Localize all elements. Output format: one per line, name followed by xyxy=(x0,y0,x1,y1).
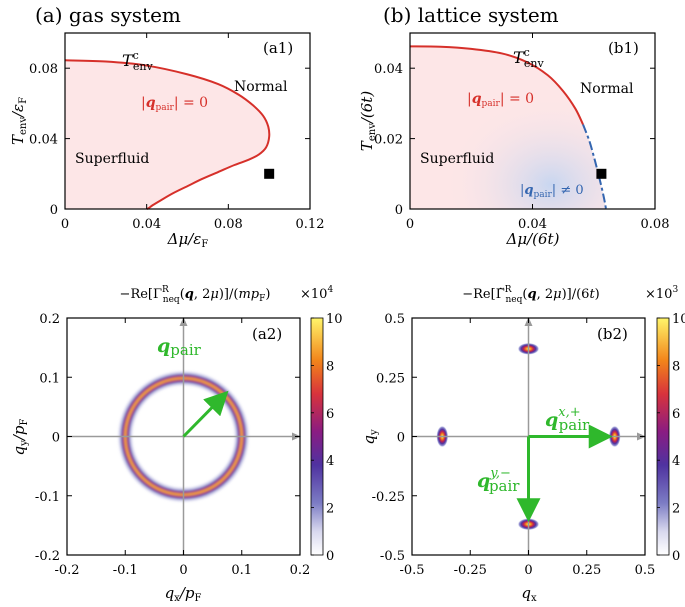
colorbar-tick-label-b2: 8 xyxy=(672,359,680,374)
ytick-label-a1: 0.04 xyxy=(29,133,58,148)
ytick-label-b1: 0.04 xyxy=(374,62,403,77)
colorbar-a2 xyxy=(310,317,324,556)
panel-label-b2: (b2) xyxy=(597,325,628,343)
xtick-label-a2: -0.1 xyxy=(113,563,138,578)
axes-frame-a1 xyxy=(64,32,311,210)
ytick-label-b2: 0.25 xyxy=(376,371,405,386)
colorbar-tick-label-b2: 4 xyxy=(672,454,680,469)
title-a2: −Re[ΓR neq(q, 2μ)]/(mpF) xyxy=(120,285,271,305)
qpair-arrow-label-a2: qqpairpair xyxy=(157,335,202,359)
ytick-label-a2: 0.1 xyxy=(39,371,60,386)
xtick-label-b2: -0.25 xyxy=(454,563,487,578)
xlabel-a1: Δμ/εF xyxy=(167,230,209,250)
colorbar-tick-label-a2: 6 xyxy=(326,407,334,422)
xtick-label-a1: 0.04 xyxy=(132,217,161,232)
title-lattice-system: (b) lattice system xyxy=(383,3,559,27)
ytick-label-a1: 0 xyxy=(50,203,58,218)
chart-b1: 0 0.04 0.08 0 0.02 0.04 (b1) Tc env Normal Sup… xyxy=(358,32,670,248)
colorbar-tick-label-b2: 2 xyxy=(672,502,680,517)
qpair-zero-label-a1: |qpair| = 0 xyxy=(141,95,208,113)
ytick-label-a2: 0 xyxy=(52,431,60,446)
panel-label-a2: (a2) xyxy=(252,325,282,343)
ytick-label-a2: -0.2 xyxy=(35,549,60,564)
qpair-zero-label-b1: |qpair| = 0 xyxy=(467,91,534,109)
ytick-label-b1: 0.02 xyxy=(374,133,403,148)
colorbar-multiplier-a2: ×104 xyxy=(300,285,333,302)
colorbar-tick-label-a2: 4 xyxy=(326,454,334,469)
qpair-arrow-a2 xyxy=(182,390,229,438)
ytick-label-a2: -0.1 xyxy=(35,490,60,505)
xtick-label-b2: -0.5 xyxy=(399,563,424,578)
xtick-label-b2: 0.5 xyxy=(635,563,656,578)
qpair-y-label-b2: qy,− pair xyxy=(477,466,520,495)
title-gas-system: (a) gas system xyxy=(35,3,181,27)
colorbar-tick-label-b2: 10 xyxy=(672,312,685,327)
ytick-label-b2: -0.25 xyxy=(372,490,405,505)
finite-q-region-b1 xyxy=(410,46,606,209)
xtick-label-a1: 0.12 xyxy=(296,217,325,232)
qpair-x-label-b2: qx,+ pair xyxy=(545,405,590,434)
xtick-label-a1: 0 xyxy=(61,217,69,232)
ytick-label-b1: 0 xyxy=(395,203,403,218)
xtick-label-b1: 0 xyxy=(406,217,414,232)
colorbar-tick-label-b2: 6 xyxy=(672,407,680,422)
xlabel-b2: qx xyxy=(521,584,537,604)
ytick-label-a1: 0.08 xyxy=(29,62,58,77)
normal-label-b1: Normal xyxy=(580,81,634,97)
xlabel-b1: Δμ/(6t) xyxy=(506,230,560,248)
colorbar-multiplier-b2: ×103 xyxy=(645,285,678,302)
colorbar-tick-label-b2: 0 xyxy=(672,549,680,564)
ylabel-b2: qy xyxy=(360,429,380,445)
ytick-label-b2: 0 xyxy=(397,431,405,446)
xlabel-a2: qx/pF xyxy=(165,584,202,604)
title-b2: −Re[Γ̃R neq(q, 2μ)]/(6t) xyxy=(462,285,600,305)
xtick-label-a2: 0.2 xyxy=(290,563,311,578)
tc-env-label-b1: Tc env xyxy=(513,46,544,70)
svg-text:|qpair| ≠ 0: |qpair| ≠ 0 xyxy=(520,183,584,200)
panel-label-b1: (b1) xyxy=(608,39,639,57)
chart-b2: −Re[Γ̃R neq(q, 2μ)]/(6t) qx,+ pair qy,− pai… xyxy=(360,285,685,604)
xtick-label-a1: 0.08 xyxy=(214,217,243,232)
superfluid-label-a1: Superfluid xyxy=(75,151,149,167)
xtick-label-b1: 0.04 xyxy=(518,217,547,232)
xtick-label-b2: 0 xyxy=(524,563,532,578)
chart-a1: 0 0.04 0.08 0.12 0 0.04 0.08 (a1) Tc env Normal… xyxy=(9,32,325,250)
ytick-label-a2: 0.2 xyxy=(39,312,60,327)
xtick-label-b2: 0.25 xyxy=(572,563,601,578)
colorbar-tick-label-a2: 0 xyxy=(326,549,334,564)
xtick-label-a2: 0.1 xyxy=(231,563,252,578)
xtick-label-a2: 0 xyxy=(179,563,187,578)
panel-label-a1: (a1) xyxy=(263,39,293,57)
ylabel-a2: qy/pF xyxy=(10,419,30,456)
xtick-label-b1: 0.08 xyxy=(641,217,670,232)
state-marker-b1 xyxy=(596,168,607,179)
critical-temperature-curve-b1 xyxy=(409,45,584,125)
xtick-label-a2: -0.2 xyxy=(54,563,79,578)
state-marker-a1 xyxy=(264,168,275,179)
colorbar-tick-label-a2: 2 xyxy=(326,502,334,517)
ytick-label-b2: 0.5 xyxy=(384,312,405,327)
ylabel-b1: Tenv/(6t) xyxy=(358,91,378,152)
svg-text:|qpair| = 0: |qpair| = 0 xyxy=(467,91,534,109)
colorbar-tick-label-a2: 10 xyxy=(326,312,343,327)
ylabel-a1: Tenv/εF xyxy=(9,97,29,145)
superfluid-label-b1: Superfluid xyxy=(420,151,494,167)
ytick-label-b2: -0.5 xyxy=(380,549,405,564)
colorbar-b2 xyxy=(656,317,670,556)
tc-env-label-a1: Tc env xyxy=(122,49,153,73)
colorbar-tick-label-a2: 8 xyxy=(326,359,334,374)
normal-label-a1: Normal xyxy=(234,79,288,95)
svg-text:|qpair| = 0: |qpair| = 0 xyxy=(141,95,208,113)
qpair-nonzero-label-b1: |qpair| ≠ 0 xyxy=(520,183,584,200)
critical-temperature-curve-a1 xyxy=(64,59,271,210)
